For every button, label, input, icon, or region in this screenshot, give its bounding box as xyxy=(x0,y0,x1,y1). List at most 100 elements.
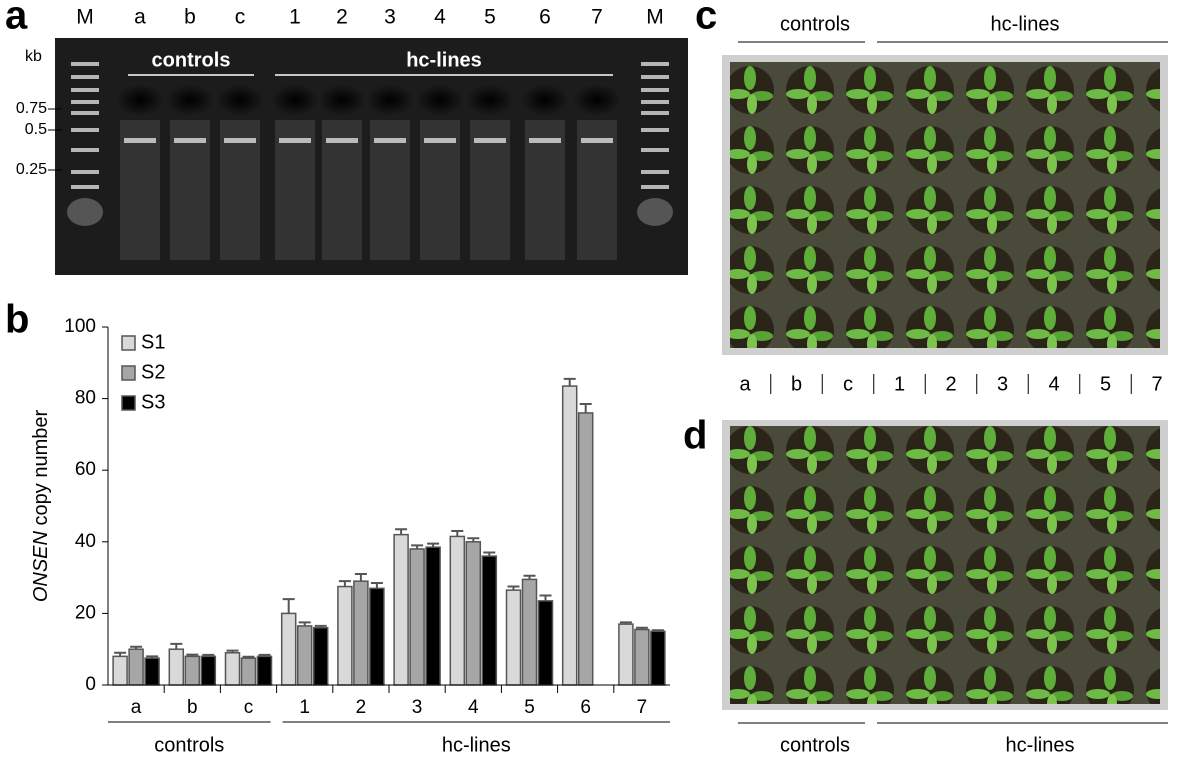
lane-label: a xyxy=(739,373,751,395)
bar xyxy=(144,657,160,686)
primer-band xyxy=(573,84,621,116)
group-label: hc-lines xyxy=(442,734,511,756)
bar xyxy=(240,657,257,686)
lane-labels: a b c 1 2 3 4 5 7 xyxy=(739,373,1162,395)
error-bar xyxy=(651,629,664,632)
group-label: controls xyxy=(152,49,231,71)
error-bar xyxy=(282,598,295,614)
error-bar xyxy=(314,624,327,628)
lane-smear xyxy=(525,120,565,260)
pcr-band xyxy=(374,138,406,143)
primer-band xyxy=(466,84,514,116)
error-bar xyxy=(298,621,311,626)
bar xyxy=(481,555,498,686)
error-bar xyxy=(338,580,351,587)
error-bar xyxy=(523,574,536,580)
error-bar xyxy=(146,655,159,659)
panel-letter: c xyxy=(695,0,717,38)
bar xyxy=(296,625,313,686)
lane-smear xyxy=(470,120,510,260)
x-tick-label: 6 xyxy=(580,697,591,718)
primer-band xyxy=(116,84,164,116)
lane-label: 3 xyxy=(997,373,1008,395)
lane-label: 1 xyxy=(289,6,301,29)
error-bar xyxy=(395,528,408,535)
legend-swatch xyxy=(121,335,136,351)
x-tick-label: 5 xyxy=(524,697,535,718)
error-bar xyxy=(619,621,632,625)
group-label: hc-lines xyxy=(991,13,1060,35)
lane-label: M xyxy=(646,6,664,29)
bar xyxy=(521,578,538,686)
panel-letter: d xyxy=(683,414,707,458)
primer-band xyxy=(521,84,569,116)
ladder-band xyxy=(641,75,669,79)
group-label: controls xyxy=(780,13,850,35)
panel-letter: a xyxy=(5,0,28,38)
pcr-band xyxy=(174,138,206,143)
error-bar xyxy=(483,551,496,557)
x-tick-label: 2 xyxy=(356,697,367,718)
ladder-band xyxy=(641,128,669,132)
bar xyxy=(634,628,650,686)
error-bar xyxy=(507,585,520,591)
marker-label: 0.5 xyxy=(25,121,47,138)
error-bar xyxy=(370,581,383,589)
legend-swatch xyxy=(121,365,136,381)
lane-label: b xyxy=(791,373,802,395)
x-tick-label: 7 xyxy=(637,697,648,718)
y-axis-label-italic: ONSEN xyxy=(30,530,52,602)
lane-smear xyxy=(170,120,210,260)
ladder-band xyxy=(71,100,99,104)
pcr-band xyxy=(224,138,256,143)
bar xyxy=(505,589,522,686)
bar xyxy=(128,648,144,686)
lane-label: M xyxy=(76,6,94,29)
lane-label: 3 xyxy=(384,6,396,29)
pcr-band xyxy=(474,138,506,143)
bar xyxy=(618,623,634,686)
legend-label: S3 xyxy=(141,391,165,413)
bar xyxy=(465,541,482,686)
y-tick-label: 40 xyxy=(75,531,96,552)
ladder-band xyxy=(641,88,669,92)
bar xyxy=(200,655,217,686)
lane-label: 4 xyxy=(434,6,446,29)
error-bar xyxy=(258,653,271,657)
group-label: controls xyxy=(780,734,850,756)
ladder-band xyxy=(71,75,99,79)
lane-label: 6 xyxy=(539,6,551,29)
primer-band xyxy=(216,84,264,116)
primer-band xyxy=(318,84,366,116)
x-tick-label: b xyxy=(187,697,198,718)
pcr-band xyxy=(279,138,311,143)
y-axis-label: ONSEN copy number xyxy=(30,410,52,603)
lane-label: 5 xyxy=(484,6,496,29)
error-bar xyxy=(635,626,648,630)
lane-label: 5 xyxy=(1100,373,1111,395)
bar xyxy=(337,585,353,686)
error-bar xyxy=(563,377,576,387)
bar xyxy=(256,655,273,686)
error-bar xyxy=(451,530,464,537)
error-bar xyxy=(202,653,215,657)
error-bar xyxy=(411,544,424,549)
lane-label: 1 xyxy=(894,373,905,395)
error-bar xyxy=(114,651,127,657)
bar xyxy=(577,412,594,686)
primer-band xyxy=(416,84,464,116)
pcr-band xyxy=(529,138,561,143)
primer-band xyxy=(271,84,319,116)
well-glow xyxy=(637,198,673,226)
pcr-band xyxy=(424,138,456,143)
group-label: hc-lines xyxy=(406,49,482,71)
legend-label: S2 xyxy=(141,361,165,383)
pcr-band xyxy=(326,138,358,143)
pcr-band xyxy=(581,138,613,143)
lane-smear xyxy=(220,120,260,260)
error-bar xyxy=(539,594,552,601)
lane-smear xyxy=(577,120,617,260)
bar xyxy=(280,612,297,686)
